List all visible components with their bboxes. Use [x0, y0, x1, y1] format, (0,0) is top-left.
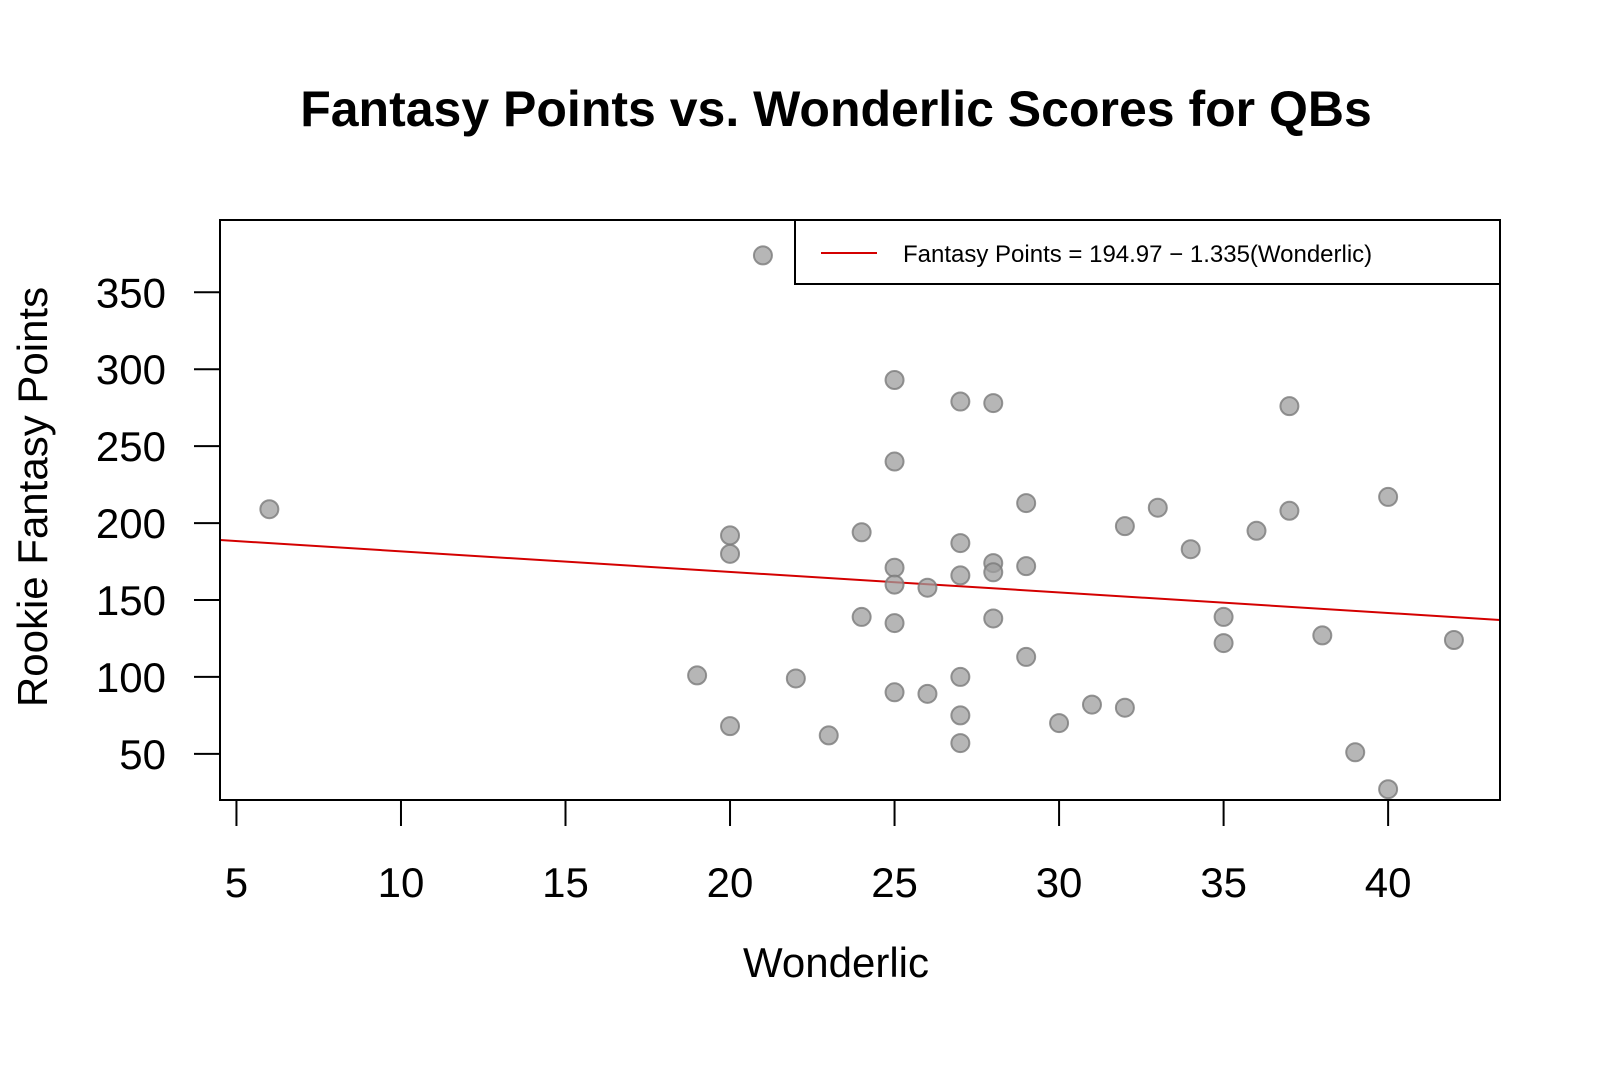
x-tick-label: 40 — [1365, 859, 1412, 906]
data-point — [1049, 713, 1070, 734]
data-point — [1213, 606, 1234, 627]
data-point — [950, 666, 971, 687]
data-point — [983, 608, 1004, 629]
data-point — [818, 725, 839, 746]
chart-title: Fantasy Points vs. Wonderlic Scores for … — [300, 81, 1372, 137]
y-tick-label: 100 — [96, 654, 166, 701]
data-point — [884, 574, 905, 595]
data-point — [1081, 694, 1102, 715]
data-point — [917, 683, 938, 704]
data-point — [950, 533, 971, 554]
data-point — [884, 613, 905, 634]
data-point — [851, 606, 872, 627]
data-point — [983, 393, 1004, 414]
data-point — [884, 682, 905, 703]
data-point — [1016, 556, 1037, 577]
y-axis: 50 100 150 200 250 300 350 — [96, 269, 221, 778]
data-point — [1213, 633, 1234, 654]
data-point — [884, 370, 905, 390]
legend: Fantasy Points = 194.97 − 1.335(Wonderli… — [794, 219, 1501, 285]
y-tick-label: 150 — [96, 577, 166, 624]
data-point — [720, 525, 741, 546]
data-point — [884, 451, 905, 472]
data-point — [1016, 493, 1037, 514]
regression-line — [219, 539, 1501, 621]
data-points — [259, 245, 1464, 800]
plot-area — [219, 245, 1501, 800]
data-point — [1016, 646, 1037, 667]
data-point — [851, 522, 872, 543]
data-point — [1180, 539, 1201, 560]
plot-frame — [219, 219, 1501, 801]
data-point — [884, 557, 905, 578]
data-point — [1114, 697, 1135, 718]
data-point — [950, 733, 971, 754]
data-point — [1443, 630, 1464, 650]
data-point — [983, 562, 1004, 583]
y-tick-label: 250 — [96, 423, 166, 470]
data-point — [259, 499, 280, 520]
x-axis-title: Wonderlic — [743, 939, 929, 986]
data-point — [752, 245, 773, 266]
x-tick-label: 20 — [707, 859, 754, 906]
data-point — [720, 543, 741, 564]
data-point — [1147, 497, 1168, 518]
data-point — [1345, 742, 1366, 763]
data-point — [950, 391, 971, 412]
data-point — [687, 665, 708, 686]
x-tick-label: 10 — [378, 859, 425, 906]
x-tick-label: 35 — [1200, 859, 1247, 906]
data-point — [1279, 396, 1300, 417]
x-tick-label: 25 — [871, 859, 918, 906]
data-point — [785, 668, 806, 689]
x-tick-label: 5 — [225, 859, 248, 906]
data-point — [1246, 520, 1267, 541]
data-point — [917, 577, 938, 598]
legend-label: Fantasy Points = 194.97 − 1.335(Wonderli… — [903, 241, 1372, 268]
data-point — [950, 705, 971, 726]
y-tick-label: 50 — [119, 731, 166, 778]
legend-box — [794, 219, 1501, 285]
y-tick-label: 300 — [96, 346, 166, 393]
y-tick-label: 200 — [96, 500, 166, 547]
data-point — [1312, 625, 1333, 646]
y-tick-label: 350 — [96, 269, 166, 316]
x-tick-label: 30 — [1036, 859, 1083, 906]
data-point — [1114, 516, 1135, 537]
data-point — [1378, 486, 1399, 507]
data-point — [720, 716, 741, 737]
x-tick-label: 15 — [542, 859, 589, 906]
x-axis: 5 10 15 20 25 30 35 40 — [225, 799, 1412, 906]
y-axis-title: Rookie Fantasy Points — [9, 287, 56, 707]
data-point — [1279, 500, 1300, 521]
data-point — [950, 565, 971, 586]
data-point — [1378, 779, 1399, 800]
